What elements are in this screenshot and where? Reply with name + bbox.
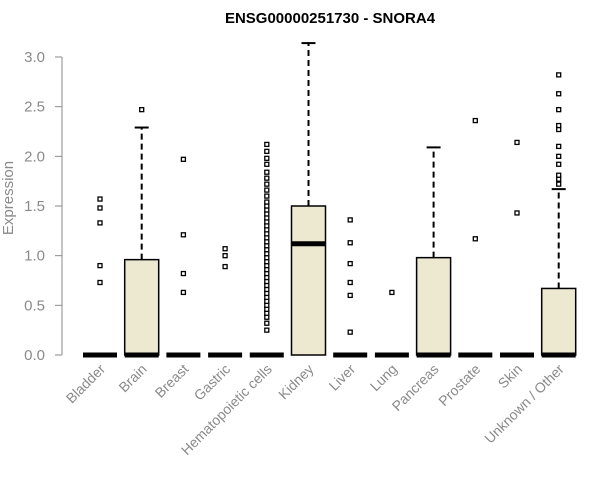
- x-tick-label: Lung: [367, 361, 400, 394]
- outlier-point: [389, 289, 395, 296]
- outlier-point: [264, 141, 270, 148]
- x-tick-label: Liver: [326, 361, 359, 394]
- outlier-point: [97, 205, 103, 211]
- box-iqr: [415, 256, 452, 356]
- outlier-point: [556, 91, 562, 97]
- outlier-point: [139, 106, 145, 113]
- box-group: [123, 106, 160, 358]
- outlier-point: [264, 155, 270, 161]
- x-tick-label: Brain: [115, 361, 149, 395]
- y-tick-label: 2.5: [24, 99, 45, 116]
- outlier-point: [180, 156, 187, 162]
- x-tick-label: Prostate: [435, 361, 483, 409]
- y-tick-label: 1.5: [24, 198, 45, 215]
- outlier-point: [264, 320, 270, 326]
- y-tick-label: 2.0: [24, 148, 45, 165]
- y-tick-label: 1.0: [24, 248, 45, 265]
- outlier-point: [264, 148, 270, 155]
- outlier-point: [347, 329, 353, 335]
- outlier-point: [264, 169, 270, 175]
- y-axis-label: Expression: [0, 161, 17, 235]
- outlier-point: [264, 187, 270, 193]
- y-axis-ticks: 0.0 0.5 1.0 1.5 2.0 2.5 3.0: [24, 49, 62, 364]
- box-group: [166, 156, 201, 358]
- box-group: [208, 246, 243, 358]
- outlier-point: [556, 153, 562, 159]
- outlier-point: [347, 279, 353, 286]
- outlier-point: [264, 181, 270, 187]
- outlier-point: [264, 199, 270, 205]
- outlier-point: [180, 289, 187, 296]
- x-tick-label: Bladder: [63, 361, 109, 407]
- box-group: [458, 117, 493, 358]
- x-tick-label: Skin: [495, 361, 526, 392]
- outlier-point: [180, 232, 187, 238]
- x-tick-label: Unknown / Other: [481, 361, 567, 447]
- x-tick-label: Breast: [152, 361, 192, 401]
- outlier-point: [222, 263, 228, 270]
- box-iqr: [290, 205, 327, 356]
- outlier-point: [97, 220, 103, 226]
- outlier-point: [556, 181, 562, 187]
- outlier-point: [264, 193, 270, 199]
- chart-title: ENSG00000251730 - SNORA4: [225, 10, 436, 27]
- y-tick-label: 3.0: [24, 49, 45, 66]
- outlier-point: [347, 260, 353, 267]
- outlier-point: [556, 122, 562, 129]
- outlier-point: [556, 161, 562, 167]
- x-tick-label: Kidney: [275, 361, 317, 403]
- box-group: [500, 139, 534, 358]
- box-iqr: [540, 287, 577, 356]
- outlier-point: [556, 106, 562, 113]
- outlier-point: [222, 253, 228, 259]
- outlier-point: [472, 117, 478, 124]
- box-iqr: [123, 258, 160, 356]
- box-group: [333, 217, 368, 358]
- boxplot-series: [83, 42, 577, 358]
- y-tick-label: 0.0: [24, 347, 45, 364]
- outlier-point: [264, 175, 270, 181]
- box-group: [415, 146, 452, 358]
- outlier-point: [514, 210, 520, 216]
- box-group: [540, 72, 577, 358]
- box-group: [374, 289, 409, 358]
- outlier-point: [97, 262, 103, 269]
- y-tick-label: 0.5: [24, 297, 45, 314]
- outlier-point: [347, 217, 353, 223]
- outlier-point: [264, 327, 270, 333]
- outlier-point: [264, 161, 270, 167]
- outlier-point: [514, 139, 520, 146]
- outlier-point: [556, 143, 562, 150]
- outlier-point: [97, 196, 103, 202]
- outlier-point: [222, 246, 228, 252]
- outlier-point: [347, 292, 353, 299]
- box-group: [290, 42, 327, 356]
- outlier-point: [180, 270, 187, 277]
- box-group: [83, 196, 117, 358]
- outlier-point: [347, 240, 353, 246]
- outlier-point: [556, 172, 562, 178]
- outlier-point: [97, 279, 103, 286]
- box-group: [249, 141, 284, 358]
- outlier-point: [472, 236, 478, 242]
- outlier-point: [556, 72, 562, 78]
